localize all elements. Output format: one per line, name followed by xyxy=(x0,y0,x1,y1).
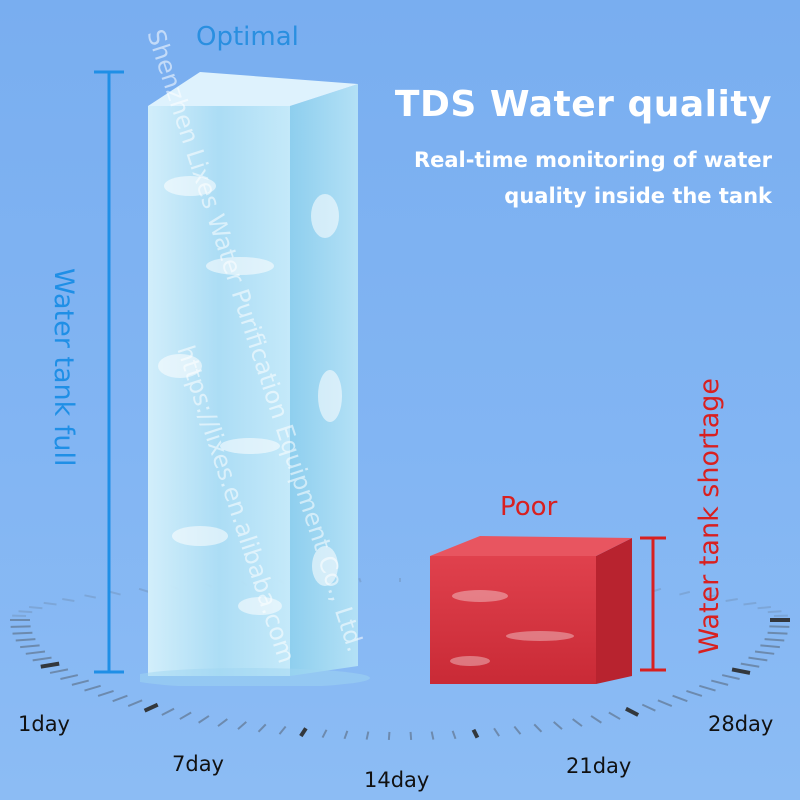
dial-minor-tick xyxy=(49,668,69,674)
dial-minor-tick xyxy=(71,679,89,686)
dial-minor-tick xyxy=(161,707,175,716)
subtitle-line-2: quality inside the tank xyxy=(504,184,772,208)
day-label-21: 21day xyxy=(566,754,632,778)
dial-back-tick xyxy=(679,590,691,596)
dial-minor-tick xyxy=(257,723,267,733)
dial-minor-tick xyxy=(572,718,583,727)
tank-full-bracket xyxy=(94,70,124,674)
dial-back-tick xyxy=(138,587,149,593)
dial-minor-tick xyxy=(60,674,79,680)
dial-minor-tick xyxy=(217,718,228,727)
tank-full-label: Water tank full xyxy=(48,268,79,467)
dial-ticks xyxy=(10,577,790,741)
dial-minor-tick xyxy=(12,631,33,635)
dial-minor-tick xyxy=(764,638,785,642)
dial-back-tick xyxy=(725,598,738,602)
dial-minor-tick xyxy=(553,721,563,730)
dial-minor-tick xyxy=(343,730,349,740)
dial-minor-tick xyxy=(97,689,114,697)
day-label-1: 1day xyxy=(18,712,70,736)
ice-block-optimal xyxy=(140,72,370,686)
dial-minor-tick xyxy=(179,711,192,720)
dial-back-tick xyxy=(62,598,75,602)
dial-back-tick xyxy=(743,601,757,606)
dial-back-tick xyxy=(358,577,362,583)
dial-major-tick xyxy=(471,728,480,739)
dial-minor-tick xyxy=(721,674,740,680)
dial-major-tick xyxy=(731,667,751,675)
page-title: TDS Water quality xyxy=(394,84,772,125)
poor-label: Poor xyxy=(500,492,558,522)
dial-minor-tick xyxy=(25,650,46,655)
dial-minor-tick xyxy=(278,725,287,735)
dial-minor-tick xyxy=(430,731,435,740)
dial-back-tick xyxy=(703,594,716,599)
dial-minor-tick xyxy=(672,694,688,703)
tank-shortage-label: Water tank shortage xyxy=(694,378,725,655)
dial-minor-tick xyxy=(321,729,328,739)
day-label-7: 7day xyxy=(172,752,224,776)
dial-back-tick xyxy=(43,601,57,606)
dial-minor-tick xyxy=(198,715,210,724)
dial-major-tick xyxy=(40,661,60,669)
dial-back-tick xyxy=(109,590,121,596)
dial-major-tick xyxy=(625,706,640,717)
dial-minor-tick xyxy=(711,679,729,686)
dial-minor-tick xyxy=(760,644,780,649)
dial-minor-tick xyxy=(15,638,36,642)
dial-minor-tick xyxy=(533,723,543,733)
day-label-28: 28day xyxy=(708,712,774,736)
dial-back-tick xyxy=(28,606,43,610)
dial-minor-tick xyxy=(451,730,457,740)
optimal-label: Optimal xyxy=(196,22,299,52)
dial-minor-tick xyxy=(608,711,621,720)
dial-minor-tick xyxy=(513,725,522,735)
dial-minor-tick xyxy=(641,703,656,712)
dial-back-tick xyxy=(767,610,782,614)
dial-minor-tick xyxy=(493,727,500,737)
dial-minor-tick xyxy=(754,650,775,655)
dial-minor-tick xyxy=(387,731,391,741)
dial-back-tick xyxy=(84,594,97,599)
dial-minor-tick xyxy=(409,731,413,741)
dial-minor-tick xyxy=(112,694,128,703)
page-subtitle: Real-time monitoring of water quality in… xyxy=(414,142,772,214)
dial-back-tick xyxy=(18,610,33,614)
dial-minor-tick xyxy=(237,721,247,730)
red-block-poor xyxy=(430,536,632,684)
dial-minor-tick xyxy=(365,731,370,740)
dial-minor-tick xyxy=(748,656,768,662)
dial-minor-tick xyxy=(740,662,760,668)
dial-minor-tick xyxy=(686,689,703,697)
dial-minor-tick xyxy=(84,684,101,692)
dial-minor-tick xyxy=(657,699,673,707)
dial-minor-tick xyxy=(767,631,788,635)
tank-shortage-bracket xyxy=(640,536,666,672)
dial-minor-tick xyxy=(127,699,143,707)
subtitle-line-1: Real-time monitoring of water xyxy=(413,148,772,172)
day-label-14: 14day xyxy=(364,768,430,792)
dial-major-tick xyxy=(143,702,159,713)
dial-back-tick xyxy=(757,606,772,610)
dial-minor-tick xyxy=(699,684,716,692)
dial-minor-tick xyxy=(20,644,40,649)
dial-major-tick xyxy=(299,727,308,738)
dial-minor-tick xyxy=(32,656,52,662)
dial-minor-tick xyxy=(590,715,602,724)
